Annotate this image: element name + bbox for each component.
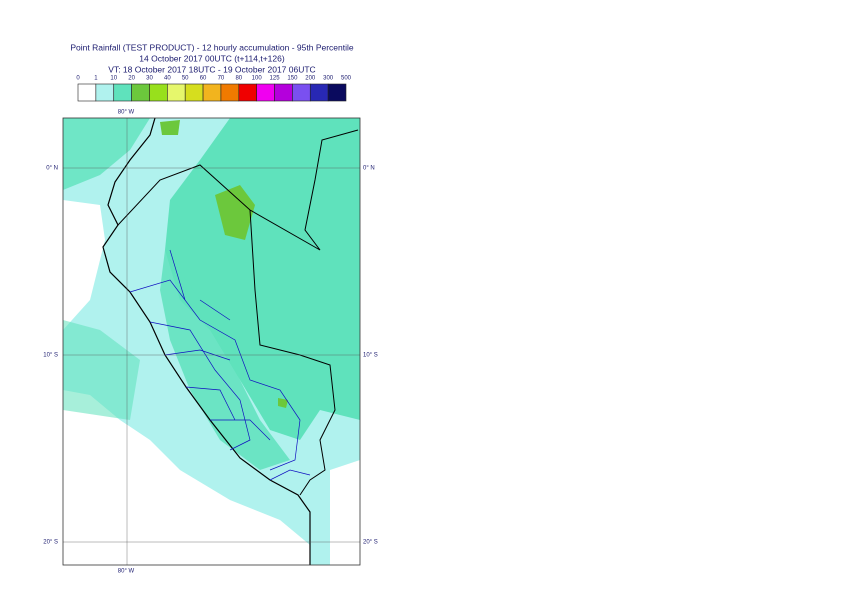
lat-label: 0° N (363, 166, 375, 172)
dry-area (63, 390, 310, 565)
colorbar-label: 150 (287, 76, 298, 82)
lat-label: 0° N (46, 166, 58, 172)
dry-area (330, 460, 360, 565)
colorbar-label: 10 (110, 76, 117, 82)
map (63, 118, 360, 565)
colorbar-box (131, 83, 150, 102)
colorbar-label: 70 (218, 76, 225, 82)
colorbar-label: 300 (323, 76, 334, 82)
coastline (102, 118, 311, 565)
rain-area (160, 250, 290, 470)
rain-area (63, 320, 140, 420)
colorbar-label: 125 (270, 76, 281, 82)
colorbar-label: 500 (341, 76, 352, 82)
colorbar-label: 50 (182, 76, 189, 82)
border (117, 129, 359, 496)
map-frame (62, 117, 361, 566)
colorbar-box (327, 83, 347, 102)
colorbar: 0 1 10 20 30 40 50 60 70 80 100 125 150 200 300 500 (76, 76, 352, 102)
colorbar-label: 40 (164, 76, 171, 82)
rain-area (278, 398, 288, 408)
lat-label: 20° S (43, 540, 58, 546)
run-time: 14 October 2017 00UTC (t+114,t+126) (139, 53, 285, 63)
lon-label: 80° W (118, 110, 135, 116)
lat-label: 20° S (363, 540, 378, 546)
colorbar-box (274, 83, 293, 102)
colorbar-box (309, 83, 329, 102)
dry-area (63, 200, 105, 330)
colorbar-label: 1 (94, 76, 98, 82)
colorbar-box (202, 83, 222, 102)
colorbar-label: 200 (305, 76, 316, 82)
colorbar-box (238, 83, 257, 102)
colorbar-label: 80 (235, 76, 242, 82)
colorbar-box (77, 83, 97, 102)
colorbar-box (95, 83, 115, 102)
lon-label: 80° W (118, 569, 135, 575)
lat-label: 10° S (363, 353, 378, 359)
rain-area (63, 118, 150, 190)
title: Point Rainfall (TEST PRODUCT) - 12 hourl… (70, 42, 354, 52)
colorbar-label: 30 (146, 76, 153, 82)
colorbar-box (292, 83, 311, 102)
rain-area (215, 185, 255, 240)
colorbar-label: 60 (200, 76, 207, 82)
colorbar-box (220, 83, 240, 102)
colorbar-label: 20 (128, 76, 135, 82)
rain-area (160, 120, 180, 135)
colorbar-box (256, 83, 275, 102)
colorbar-label: 0 (76, 76, 80, 82)
region-boundary (129, 249, 311, 481)
colorbar-label: 100 (252, 76, 263, 82)
colorbar-box (184, 83, 204, 102)
colorbar-box (149, 83, 168, 102)
valid-time: VT: 18 October 2017 18UTC - 19 October 2… (108, 64, 315, 74)
colorbar-box (167, 83, 186, 102)
colorbar-box (113, 83, 132, 102)
lat-label: 10° S (43, 353, 58, 359)
